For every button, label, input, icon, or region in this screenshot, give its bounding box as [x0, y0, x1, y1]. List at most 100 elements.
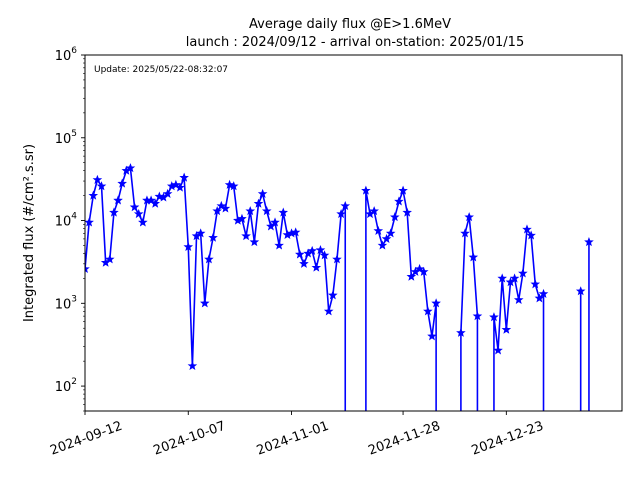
data-point-star: [290, 227, 301, 237]
series-group: [85, 163, 594, 411]
data-point-star: [538, 288, 549, 298]
data-point-star: [513, 294, 524, 304]
data-point-star: [278, 207, 289, 217]
x-tick-label: 2024-10-07: [152, 419, 228, 459]
data-point-star: [468, 252, 479, 262]
data-point-star: [85, 263, 90, 274]
data-point-star: [150, 198, 161, 208]
data-point-star: [295, 249, 305, 259]
y-tick-label: 106: [55, 46, 78, 64]
data-point-star: [212, 206, 222, 216]
data-point-star: [472, 311, 483, 321]
data-point-star: [390, 212, 400, 222]
x-tick-label: 2024-11-28: [366, 419, 442, 459]
data-point-star: [402, 207, 412, 217]
data-point-star: [501, 324, 512, 334]
data-point-star: [274, 240, 284, 250]
data-point-star: [493, 345, 503, 355]
data-point-star: [340, 200, 351, 211]
data-point-star: [299, 258, 309, 268]
series-line: [85, 167, 590, 411]
data-point-star: [129, 202, 140, 212]
data-point-star: [257, 188, 268, 198]
data-point-star: [253, 198, 264, 208]
data-point-star: [418, 266, 429, 276]
data-point-star: [133, 208, 144, 219]
x-axis: 2024-09-12 2024-10-07 2024-11-01 2024-11-28…: [48, 411, 546, 459]
chart-subtitle: launch : 2024/09/12 - arrival on-station…: [186, 35, 524, 50]
data-point-star: [385, 228, 396, 238]
data-point-star: [208, 232, 218, 242]
data-point-star: [530, 279, 541, 289]
data-point-star: [431, 298, 441, 308]
y-tick-label: 103: [55, 294, 77, 312]
data-point-star: [394, 196, 404, 206]
data-point-star: [204, 254, 214, 264]
data-point-star: [162, 188, 173, 198]
data-point-star: [373, 225, 384, 235]
data-point-star: [245, 206, 256, 216]
data-point-star: [96, 181, 107, 191]
data-point-star: [216, 200, 227, 211]
data-point-star: [179, 172, 189, 182]
data-point-star: [88, 190, 99, 200]
y-axis-label: Integrated flux (#/cm².s.sr): [22, 144, 37, 322]
y-tick-label: 105: [55, 129, 77, 147]
data-point-star: [92, 174, 103, 184]
data-point-star: [249, 236, 260, 247]
x-tick-label: 2024-11-01: [255, 419, 331, 459]
data-point-star: [195, 228, 206, 238]
data-point-star: [398, 185, 408, 195]
data-point-star: [489, 312, 499, 322]
series-layer: [85, 163, 594, 411]
data-point-star: [381, 233, 392, 243]
update-annotation: Update: 2025/05/22-08:32:07: [94, 65, 228, 75]
data-point-star: [534, 293, 545, 303]
data-point-star: [183, 241, 194, 251]
data-point-star: [307, 245, 317, 255]
data-point-star: [406, 271, 417, 281]
data-point-star: [270, 217, 280, 227]
data-point-star: [456, 327, 466, 337]
data-point-star: [241, 230, 251, 241]
data-point-star: [464, 212, 474, 222]
data-point-star: [228, 181, 239, 191]
data-point-star: [315, 245, 326, 255]
data-point-star: [323, 306, 334, 316]
data-point-star: [171, 179, 181, 189]
data-point-star: [336, 208, 346, 219]
data-point-star: [113, 195, 123, 205]
data-point-star: [104, 254, 115, 264]
data-point-star: [220, 203, 231, 213]
data-point-star: [522, 224, 532, 234]
y-axis: 102 103 104 105 106: [55, 46, 85, 412]
y-tick-label: 104: [55, 212, 78, 230]
data-point-star: [509, 273, 520, 283]
data-point-star: [328, 290, 338, 300]
data-point-star: [369, 206, 379, 216]
data-point-star: [175, 182, 185, 192]
data-point-star: [237, 213, 247, 223]
data-point-star: [361, 185, 371, 195]
data-point-star: [497, 273, 507, 283]
data-point-star: [575, 286, 586, 296]
data-point-star: [427, 331, 437, 341]
data-point-star: [224, 179, 235, 189]
y-tick-label: 102: [55, 377, 77, 395]
data-point-star: [261, 206, 272, 216]
data-point-star: [187, 360, 198, 371]
x-tick-label: 2024-09-12: [48, 419, 124, 459]
data-point-star: [518, 268, 528, 278]
data-point-star: [109, 207, 119, 217]
data-point-star: [311, 262, 322, 272]
data-point-star: [526, 230, 536, 240]
chart-title: Average daily flux @E>1.6MeV: [249, 17, 451, 32]
data-point-star: [460, 228, 470, 238]
data-point-star: [332, 254, 342, 264]
data-point-star: [377, 240, 388, 250]
data-point-star: [423, 306, 433, 316]
data-point-star: [584, 236, 594, 247]
data-point-star: [85, 217, 94, 227]
data-point-star: [138, 217, 148, 227]
